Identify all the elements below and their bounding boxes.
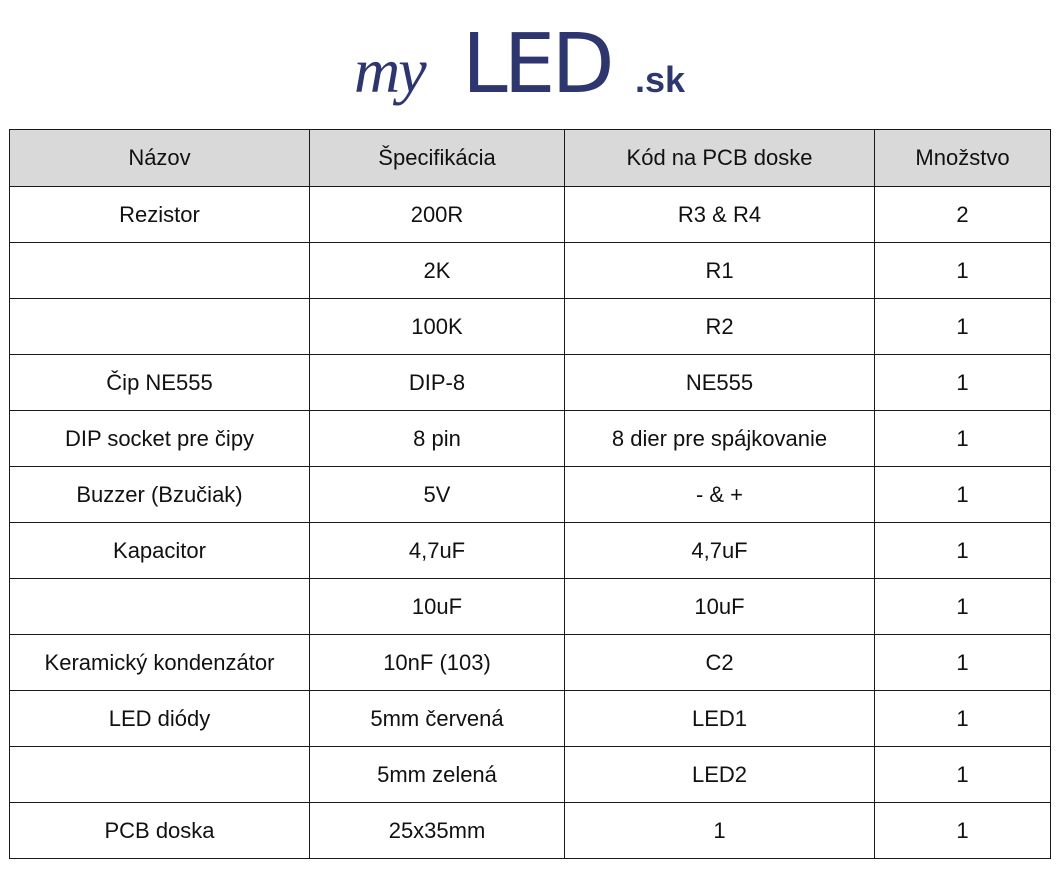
cell-specification: 2K	[309, 242, 565, 299]
header-quantity: Množstvo	[874, 129, 1051, 187]
cell-quantity: 1	[874, 522, 1051, 579]
table-row: Keramický kondenzátor 10nF (103) C2 1	[9, 634, 1051, 691]
cell-pcb-code: 10uF	[564, 578, 875, 635]
cell-quantity: 1	[874, 298, 1051, 355]
cell-name: PCB doska	[9, 802, 310, 859]
cell-specification: DIP-8	[309, 354, 565, 411]
cell-quantity: 1	[874, 746, 1051, 803]
cell-specification: 8 pin	[309, 410, 565, 467]
cell-pcb-code: R3 & R4	[564, 186, 875, 243]
cell-name: Buzzer (Bzučiak)	[9, 466, 310, 523]
cell-specification: 100K	[309, 298, 565, 355]
table-row: 2K R1 1	[9, 242, 1051, 299]
logo-suffix-text: .sk	[635, 59, 686, 100]
cell-name: Rezistor	[9, 186, 310, 243]
cell-pcb-code: 4,7uF	[564, 522, 875, 579]
cell-specification: 5V	[309, 466, 565, 523]
cell-name: Čip NE555	[9, 354, 310, 411]
cell-specification: 5mm zelená	[309, 746, 565, 803]
cell-pcb-code: LED2	[564, 746, 875, 803]
cell-name	[9, 298, 310, 355]
table-row: LED diódy 5mm červená LED1 1	[9, 690, 1051, 747]
mylED-logo-graphic: my LED .sk	[354, 17, 686, 112]
brand-logo: my LED .sk	[350, 14, 700, 120]
cell-quantity: 1	[874, 242, 1051, 299]
table-header-row: Názov Špecifikácia Kód na PCB doske Množ…	[9, 129, 1051, 187]
cell-specification: 10nF (103)	[309, 634, 565, 691]
cell-name: LED diódy	[9, 690, 310, 747]
table-row: 10uF 10uF 1	[9, 578, 1051, 635]
header-pcb-code: Kód na PCB doske	[564, 129, 875, 187]
cell-specification: 5mm červená	[309, 690, 565, 747]
cell-pcb-code: C2	[564, 634, 875, 691]
cell-pcb-code: 8 dier pre spájkovanie	[564, 410, 875, 467]
cell-quantity: 1	[874, 466, 1051, 523]
cell-pcb-code: - & +	[564, 466, 875, 523]
cell-name	[9, 578, 310, 635]
header-specification: Špecifikácia	[309, 129, 565, 187]
cell-quantity: 1	[874, 578, 1051, 635]
cell-pcb-code: R1	[564, 242, 875, 299]
table-body: Rezistor 200R R3 & R4 2 2K R1 1 100K R2 1 Čip NE55…	[9, 186, 1051, 859]
cell-specification: 25x35mm	[309, 802, 565, 859]
table-row: PCB doska 25x35mm 1 1	[9, 802, 1051, 859]
table-row: Buzzer (Bzučiak) 5V - & +1	[9, 466, 1051, 523]
cell-name	[9, 746, 310, 803]
cell-quantity: 1	[874, 634, 1051, 691]
cell-pcb-code: LED1	[564, 690, 875, 747]
table-row: Kapacitor 4,7uF 4,7uF 1	[9, 522, 1051, 579]
cell-specification: 10uF	[309, 578, 565, 635]
cell-quantity: 1	[874, 690, 1051, 747]
table-row: 100K R2 1	[9, 298, 1051, 355]
cell-specification: 200R	[309, 186, 565, 243]
cell-pcb-code: NE555	[564, 354, 875, 411]
table-row: DIP socket pre čipy 8 pin 8 dier pre spájk…	[9, 410, 1051, 467]
cell-quantity: 2	[874, 186, 1051, 243]
cell-pcb-code: 1	[564, 802, 875, 859]
header-name: Názov	[9, 129, 310, 187]
table-row: Rezistor 200R R3 & R4 2	[9, 186, 1051, 243]
cell-name: Keramický kondenzátor	[9, 634, 310, 691]
cell-name	[9, 242, 310, 299]
cell-name: Kapacitor	[9, 522, 310, 579]
cell-specification: 4,7uF	[309, 522, 565, 579]
table-row: 5mm zelená LED2 1	[9, 746, 1051, 803]
logo-main-text: LED	[462, 17, 611, 112]
parts-table: Názov Špecifikácia Kód na PCB doske Množ…	[9, 129, 1051, 859]
table-row: Čip NE555 DIP-8 NE555 1	[9, 354, 1051, 411]
logo-script-text: my	[354, 35, 427, 106]
cell-name: DIP socket pre čipy	[9, 410, 310, 467]
cell-pcb-code: R2	[564, 298, 875, 355]
cell-quantity: 1	[874, 354, 1051, 411]
cell-quantity: 1	[874, 410, 1051, 467]
cell-quantity: 1	[874, 802, 1051, 859]
